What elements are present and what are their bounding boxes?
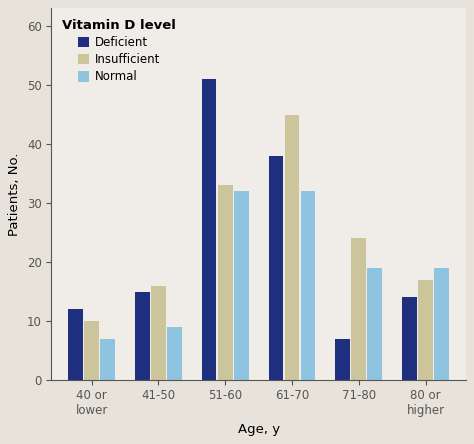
Bar — [434, 268, 449, 380]
Bar — [284, 115, 299, 380]
Bar — [402, 297, 417, 380]
Bar — [68, 309, 83, 380]
Bar — [367, 268, 382, 380]
Legend: Deficient, Insufficient, Normal: Deficient, Insufficient, Normal — [57, 14, 181, 88]
Bar — [167, 327, 182, 380]
Bar — [351, 238, 366, 380]
Bar — [301, 191, 315, 380]
X-axis label: Age, y: Age, y — [237, 423, 280, 436]
Bar — [100, 339, 115, 380]
Bar — [84, 321, 99, 380]
Bar — [418, 280, 433, 380]
Y-axis label: Patients, No.: Patients, No. — [9, 152, 21, 236]
Bar — [151, 285, 166, 380]
Bar — [218, 185, 233, 380]
Bar — [269, 156, 283, 380]
Bar — [234, 191, 248, 380]
Bar — [135, 292, 150, 380]
Bar — [336, 339, 350, 380]
Bar — [202, 79, 217, 380]
